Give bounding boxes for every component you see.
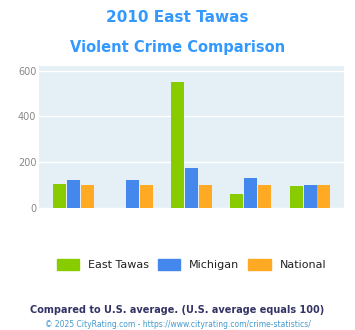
- Bar: [258, 185, 271, 208]
- Bar: [140, 185, 153, 208]
- Bar: [230, 194, 244, 208]
- Text: Compared to U.S. average. (U.S. average equals 100): Compared to U.S. average. (U.S. average …: [31, 305, 324, 315]
- Bar: [199, 185, 212, 208]
- Text: © 2025 CityRating.com - https://www.cityrating.com/crime-statistics/: © 2025 CityRating.com - https://www.city…: [45, 320, 310, 329]
- Bar: [304, 185, 317, 208]
- Legend: East Tawas, Michigan, National: East Tawas, Michigan, National: [57, 259, 326, 270]
- Bar: [126, 181, 139, 208]
- Bar: [244, 178, 257, 208]
- Bar: [171, 82, 184, 208]
- Text: Violent Crime Comparison: Violent Crime Comparison: [70, 40, 285, 54]
- Bar: [53, 184, 66, 208]
- Bar: [67, 181, 80, 208]
- Bar: [290, 186, 303, 208]
- Text: 2010 East Tawas: 2010 East Tawas: [106, 10, 249, 25]
- Bar: [185, 168, 198, 208]
- Bar: [317, 185, 331, 208]
- Bar: [81, 185, 94, 208]
